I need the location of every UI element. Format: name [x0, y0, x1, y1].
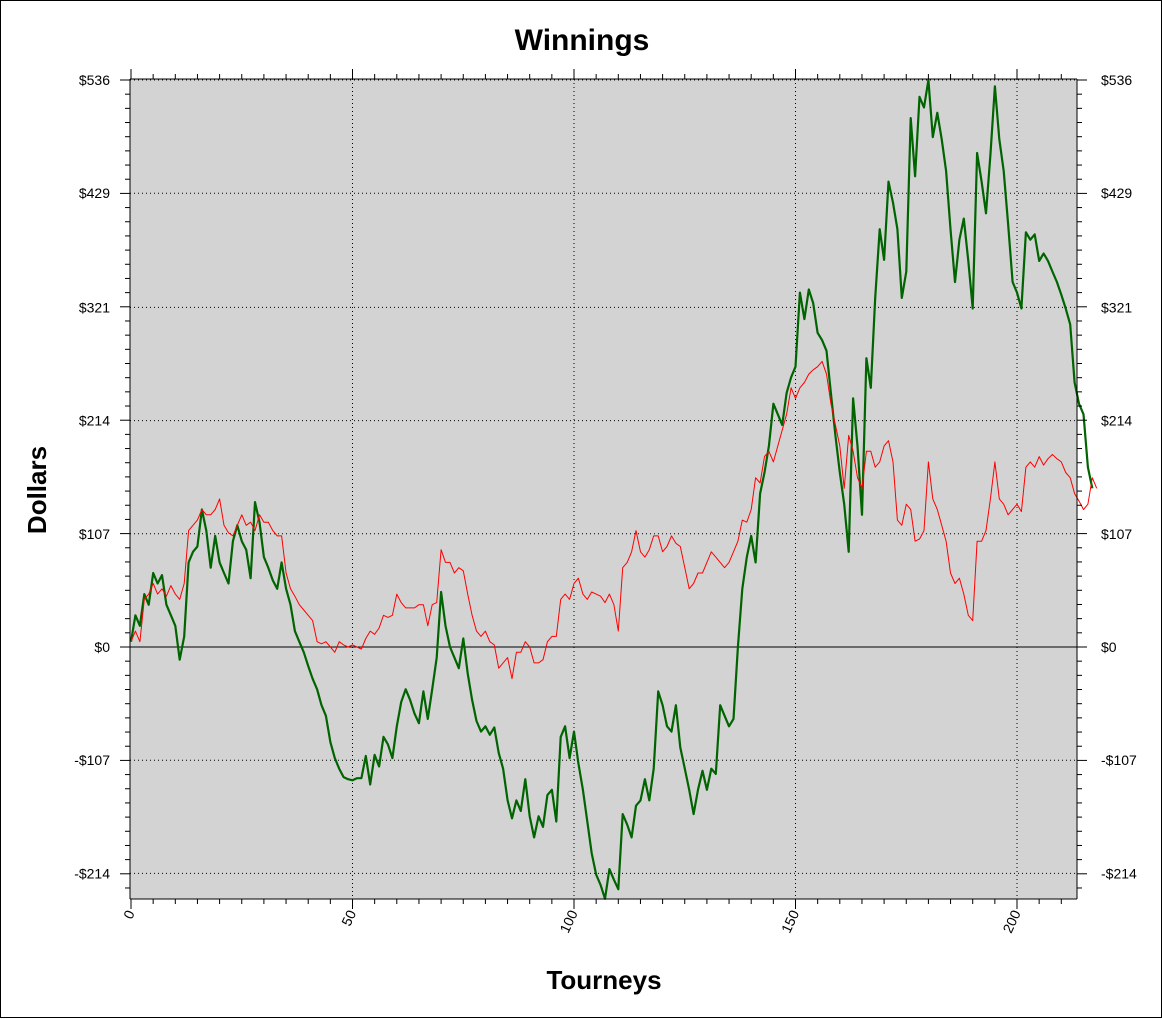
y-tick-label-right: -$107	[1101, 752, 1137, 768]
x-tick-label: 100	[556, 907, 580, 935]
y-tick-label-left: $0	[94, 639, 110, 655]
series-red-line	[130, 360, 1098, 680]
y-tick-label-right: $536	[1101, 72, 1132, 88]
x-tick-label: 50	[338, 907, 359, 928]
chart-title: Winnings	[515, 24, 650, 57]
y-tick-label-left: $429	[79, 185, 110, 201]
x-axis-label: Tourneys	[546, 965, 661, 995]
series-green-line	[129, 78, 1094, 900]
grid-layer	[130, 79, 1077, 899]
plot-background	[130, 79, 1077, 899]
y-axis-label: Dollars	[22, 446, 52, 534]
y-tick-label-right: $0	[1101, 639, 1117, 655]
y-tick-label-right: $214	[1101, 413, 1132, 429]
y-tick-label-left: $536	[79, 72, 110, 88]
y-tick-label-right: -$214	[1101, 865, 1137, 881]
y-tick-label-left: -$214	[74, 865, 110, 881]
x-tick-label: 0	[120, 907, 138, 921]
y-tick-label-right: $429	[1101, 185, 1132, 201]
tick-label-layer: $536 $536 $429 $429 $321 $321 $214 $214 $107 $107…	[74, 72, 1137, 935]
y-tick-label-left: $321	[79, 299, 110, 315]
axes-layer	[120, 69, 1087, 909]
y-tick-label-left: -$107	[74, 752, 110, 768]
x-tick-label: 150	[778, 907, 802, 935]
y-tick-label-left: $107	[79, 526, 110, 542]
series-layer	[129, 78, 1098, 900]
y-tick-label-right: $107	[1101, 526, 1132, 542]
y-tick-label-right: $321	[1101, 299, 1132, 315]
y-tick-label-left: $214	[79, 413, 110, 429]
x-tick-label: 200	[999, 907, 1023, 935]
